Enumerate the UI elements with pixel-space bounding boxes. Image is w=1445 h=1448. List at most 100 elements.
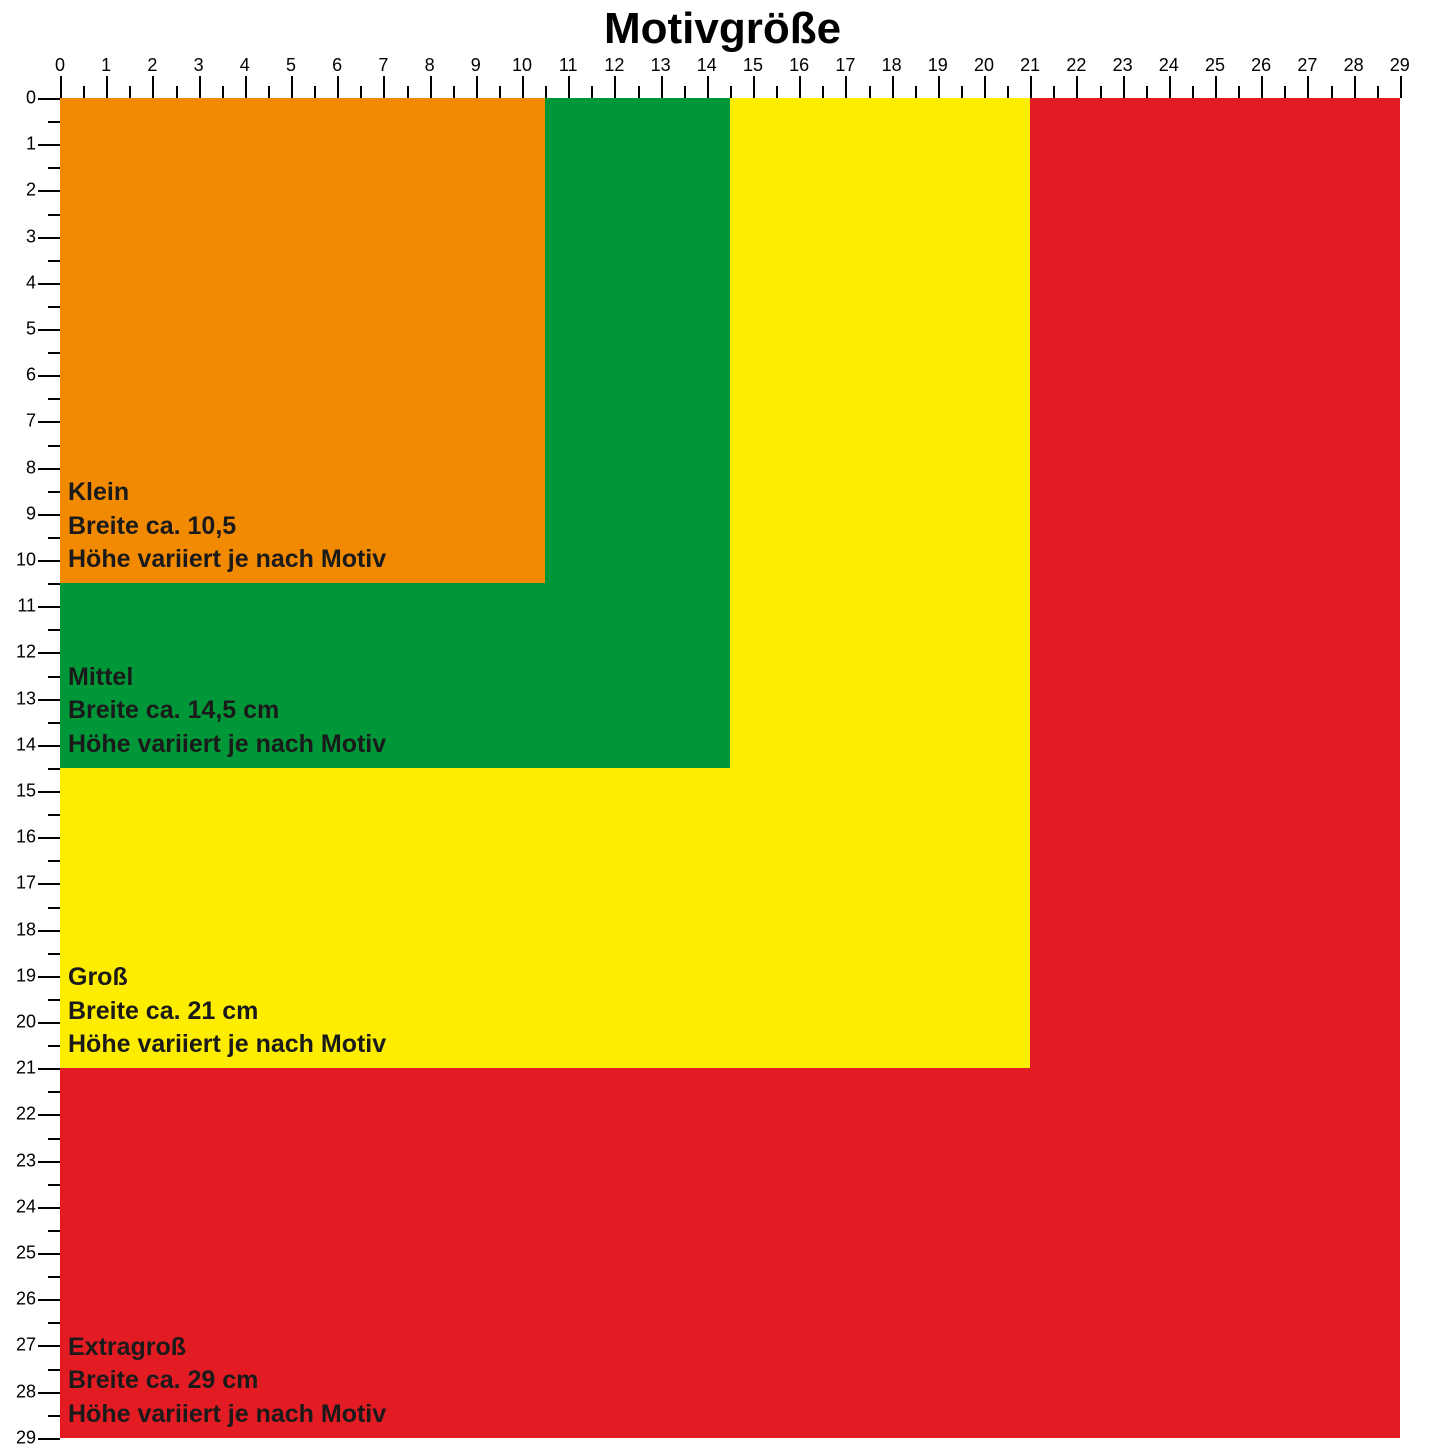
ruler-tick bbox=[38, 976, 60, 978]
ruler-label: 28 bbox=[1344, 55, 1364, 76]
ruler-tick-minor bbox=[48, 167, 60, 169]
ruler-label: 27 bbox=[16, 1335, 36, 1356]
ruler-tick-minor bbox=[48, 121, 60, 123]
ruler-tick-minor bbox=[869, 86, 871, 98]
ruler-label: 9 bbox=[26, 503, 36, 524]
ruler-tick-minor bbox=[407, 86, 409, 98]
ruler-tick-minor bbox=[730, 86, 732, 98]
ruler-tick bbox=[1123, 76, 1125, 98]
ruler-tick bbox=[38, 190, 60, 192]
ruler-tick-minor bbox=[48, 537, 60, 539]
ruler-label: 1 bbox=[26, 134, 36, 155]
ruler-label: 0 bbox=[26, 88, 36, 109]
size-width-label: Breite ca. 29 cm bbox=[68, 1364, 386, 1398]
ruler-tick bbox=[38, 791, 60, 793]
ruler-tick-minor bbox=[48, 491, 60, 493]
ruler-tick bbox=[38, 1345, 60, 1347]
chart-area: ExtragroßBreite ca. 29 cmHöhe variiert j… bbox=[60, 98, 1400, 1438]
ruler-tick bbox=[38, 283, 60, 285]
ruler-tick bbox=[1076, 76, 1078, 98]
ruler-tick-minor bbox=[48, 629, 60, 631]
ruler-tick-minor bbox=[776, 86, 778, 98]
ruler-label: 2 bbox=[147, 55, 157, 76]
ruler-label: 20 bbox=[974, 55, 994, 76]
size-height-label: Höhe variiert je nach Motiv bbox=[68, 1398, 386, 1432]
ruler-label: 21 bbox=[16, 1058, 36, 1079]
ruler-tick bbox=[152, 76, 154, 98]
ruler-tick-minor bbox=[48, 676, 60, 678]
ruler-label: 1 bbox=[101, 55, 111, 76]
size-name: Mittel bbox=[68, 661, 386, 695]
ruler-label: 22 bbox=[1066, 55, 1086, 76]
ruler-tick-minor bbox=[48, 907, 60, 909]
ruler-tick-minor bbox=[83, 86, 85, 98]
ruler-label: 8 bbox=[425, 55, 435, 76]
ruler-label: 7 bbox=[378, 55, 388, 76]
ruler-tick bbox=[568, 76, 570, 98]
ruler-label: 23 bbox=[16, 1150, 36, 1171]
ruler-tick-minor bbox=[48, 214, 60, 216]
size-width-label: Breite ca. 10,5 bbox=[68, 510, 386, 544]
ruler-tick bbox=[1215, 76, 1217, 98]
ruler-label: 29 bbox=[1390, 55, 1410, 76]
ruler-label: 16 bbox=[789, 55, 809, 76]
size-height-label: Höhe variiert je nach Motiv bbox=[68, 543, 386, 577]
ruler-tick-minor bbox=[222, 86, 224, 98]
ruler-tick bbox=[799, 76, 801, 98]
size-height-label: Höhe variiert je nach Motiv bbox=[68, 728, 386, 762]
ruler-label: 11 bbox=[17, 596, 36, 617]
diagram-title: Motivgröße bbox=[0, 4, 1445, 54]
ruler-tick-minor bbox=[48, 768, 60, 770]
ruler-tick-minor bbox=[48, 1184, 60, 1186]
ruler-tick-minor bbox=[684, 86, 686, 98]
ruler-tick bbox=[38, 1022, 60, 1024]
ruler-tick bbox=[476, 76, 478, 98]
ruler-label: 20 bbox=[16, 1012, 36, 1033]
ruler-tick bbox=[38, 1253, 60, 1255]
ruler-tick-minor bbox=[48, 1276, 60, 1278]
ruler-label: 27 bbox=[1297, 55, 1317, 76]
size-box-label: ExtragroßBreite ca. 29 cmHöhe variiert j… bbox=[68, 1331, 386, 1432]
ruler-tick bbox=[1169, 76, 1171, 98]
ruler-tick bbox=[845, 76, 847, 98]
ruler-label: 19 bbox=[16, 965, 36, 986]
ruler-tick bbox=[522, 76, 524, 98]
ruler-tick-minor bbox=[48, 306, 60, 308]
ruler-tick-minor bbox=[129, 86, 131, 98]
ruler-tick-minor bbox=[1053, 86, 1055, 98]
ruler-tick bbox=[1354, 76, 1356, 98]
ruler-tick bbox=[753, 76, 755, 98]
size-name: Extragroß bbox=[68, 1331, 386, 1365]
ruler-label: 3 bbox=[194, 55, 204, 76]
ruler-tick-minor bbox=[1238, 86, 1240, 98]
ruler-tick-minor bbox=[360, 86, 362, 98]
ruler-tick-minor bbox=[915, 86, 917, 98]
ruler-label: 3 bbox=[26, 226, 36, 247]
ruler-label: 23 bbox=[1113, 55, 1133, 76]
ruler-tick-minor bbox=[1377, 86, 1379, 98]
ruler-tick bbox=[38, 1068, 60, 1070]
ruler-tick bbox=[38, 1161, 60, 1163]
ruler-tick bbox=[38, 883, 60, 885]
ruler-tick bbox=[38, 98, 60, 100]
ruler-tick-minor bbox=[1192, 86, 1194, 98]
ruler-tick-minor bbox=[48, 860, 60, 862]
size-name: Klein bbox=[68, 476, 386, 510]
ruler-label: 24 bbox=[1159, 55, 1179, 76]
size-box-klein: KleinBreite ca. 10,5Höhe variiert je nac… bbox=[60, 98, 545, 583]
ruler-label: 4 bbox=[240, 55, 250, 76]
ruler-label: 13 bbox=[16, 688, 36, 709]
ruler-tick bbox=[38, 606, 60, 608]
ruler-label: 26 bbox=[16, 1289, 36, 1310]
ruler-tick-minor bbox=[1146, 86, 1148, 98]
ruler-label: 17 bbox=[16, 873, 36, 894]
ruler-tick bbox=[38, 1299, 60, 1301]
size-diagram: Motivgröße 01234567891011121314151617181… bbox=[0, 0, 1445, 1445]
ruler-tick bbox=[38, 930, 60, 932]
ruler-tick-minor bbox=[48, 953, 60, 955]
ruler-tick-minor bbox=[314, 86, 316, 98]
size-width-label: Breite ca. 21 cm bbox=[68, 995, 386, 1029]
ruler-label: 12 bbox=[604, 55, 624, 76]
ruler-label: 10 bbox=[16, 550, 36, 571]
ruler-tick-minor bbox=[1100, 86, 1102, 98]
